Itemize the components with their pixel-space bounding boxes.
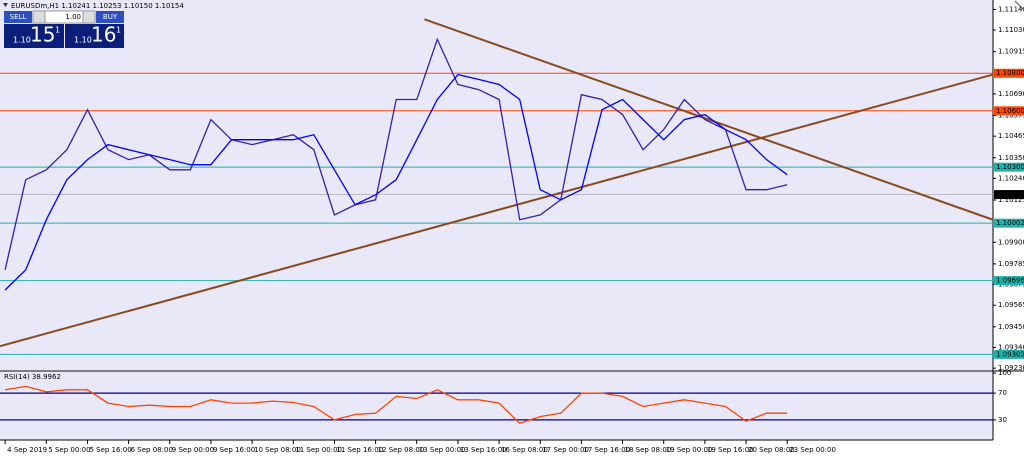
y-tick-label: 100: [998, 369, 1011, 377]
trade-panel: SELL 1.00 BUY 1.10 15 1 1.10 16 1: [4, 10, 124, 48]
buy-price-big: 1.10: [74, 36, 92, 45]
x-tick-label: 10 Sep 08:00: [254, 446, 301, 454]
buy-price-pips: 16: [91, 23, 116, 47]
y-tick-label: 1.09340: [998, 343, 1024, 351]
level-tag: [994, 349, 1024, 359]
buy-price-box[interactable]: [65, 24, 124, 48]
x-tick-label: 17 Sep 16:00: [583, 446, 630, 454]
x-tick-label: 5 Sep 00:00: [48, 446, 90, 454]
y-tick-label: 1.10465: [998, 132, 1024, 140]
level-tag: [994, 68, 1024, 78]
level-tag: [994, 106, 1024, 116]
lot-up[interactable]: [82, 10, 96, 24]
rsi-plot-bg: [0, 372, 993, 440]
y-tick-label: 1.10240: [998, 174, 1024, 182]
y-tick-label: 70: [998, 389, 1007, 397]
y-tick-label: 1.11030: [998, 26, 1024, 34]
x-tick-label: 9 Sep 00:00: [172, 446, 214, 454]
x-tick-label: 20 Sep 08:00: [748, 446, 795, 454]
symbol-icon: [3, 3, 8, 7]
y-tick-label: 1.09450: [998, 323, 1024, 331]
lot-down[interactable]: [32, 10, 46, 24]
series-line: [4, 385, 788, 425]
level-label: 1.10600: [996, 107, 1024, 115]
buy-label: BUY: [103, 13, 118, 21]
y-tick-label: 1.10125: [998, 196, 1024, 204]
sell-price-pips: 15: [30, 23, 55, 47]
level-label: 1.10300: [996, 163, 1024, 171]
y-tick-label: 1.09230: [998, 364, 1024, 372]
y-tick-label: 1.10575: [998, 112, 1024, 120]
x-tick-label: 19 Sep 16:00: [707, 446, 754, 454]
sell-label: SELL: [10, 13, 27, 21]
x-tick-label: 11 Sep 00:00: [295, 446, 342, 454]
x-tick-label: 23 Sep 00:00: [789, 446, 836, 454]
sell-price-point: 1: [55, 26, 60, 35]
y-tick-label: 1.09900: [998, 238, 1024, 246]
lot-value: 1.00: [65, 13, 81, 21]
x-tick-label: 17 Sep 00:00: [542, 446, 589, 454]
sell-price-box[interactable]: [4, 24, 64, 48]
x-tick-label: 4 Sep 2019: [7, 446, 47, 454]
trend-line: [0, 73, 994, 348]
current-price-label: 1.10154: [996, 191, 1024, 199]
main-plot-bg: [0, 0, 993, 370]
close-icon: [1014, 0, 1024, 10]
series-line: [4, 73, 788, 291]
y-tick-label: 30: [998, 416, 1007, 424]
y-tick-label: 1.09565: [998, 301, 1024, 309]
level-tag: [994, 218, 1024, 228]
y-tick-label: 1.10350: [998, 154, 1024, 162]
y-tick-label: 1.11140: [998, 5, 1024, 13]
x-tick-label: 5 Sep 16:00: [89, 446, 131, 454]
x-tick-label: 12 Sep 08:00: [378, 446, 425, 454]
buy-price-point: 1: [116, 26, 121, 35]
series-line: [4, 37, 788, 271]
current-price-tag: [994, 190, 1024, 200]
sell-price-big: 1.10: [13, 36, 31, 45]
level-label: 1.09696: [996, 277, 1024, 285]
x-tick-label: 11 Sep 16:00: [336, 446, 383, 454]
y-tick-label: 1.09785: [998, 260, 1024, 268]
level-tag: [994, 276, 1024, 286]
level-tag: [994, 162, 1024, 172]
y-tick-label: 1.10915: [998, 48, 1024, 56]
y-tick-label: 1.10690: [998, 90, 1024, 98]
x-tick-label: 6 Sep 08:00: [131, 446, 173, 454]
x-tick-label: 18 Sep 08:00: [625, 446, 672, 454]
level-label: 1.10002: [996, 219, 1024, 227]
x-tick-label: 19 Sep 00:00: [666, 446, 713, 454]
x-tick-label: 13 Sep 00:00: [419, 446, 466, 454]
trend-line: [424, 18, 994, 221]
level-label: 1.09303: [996, 350, 1024, 358]
x-tick-label: 9 Sep 16:00: [213, 446, 255, 454]
sell-button[interactable]: [4, 11, 32, 23]
buy-button[interactable]: [96, 11, 124, 23]
x-tick-label: 16 Sep 08:00: [501, 446, 548, 454]
x-tick-label: 13 Sep 16:00: [460, 446, 507, 454]
rsi-title: RSI(14) 38.9962: [4, 373, 61, 381]
level-label: 1.10800: [996, 69, 1024, 77]
header-title: EURUSDm,H1 1.10241 1.10253 1.10150 1.101…: [11, 2, 184, 10]
